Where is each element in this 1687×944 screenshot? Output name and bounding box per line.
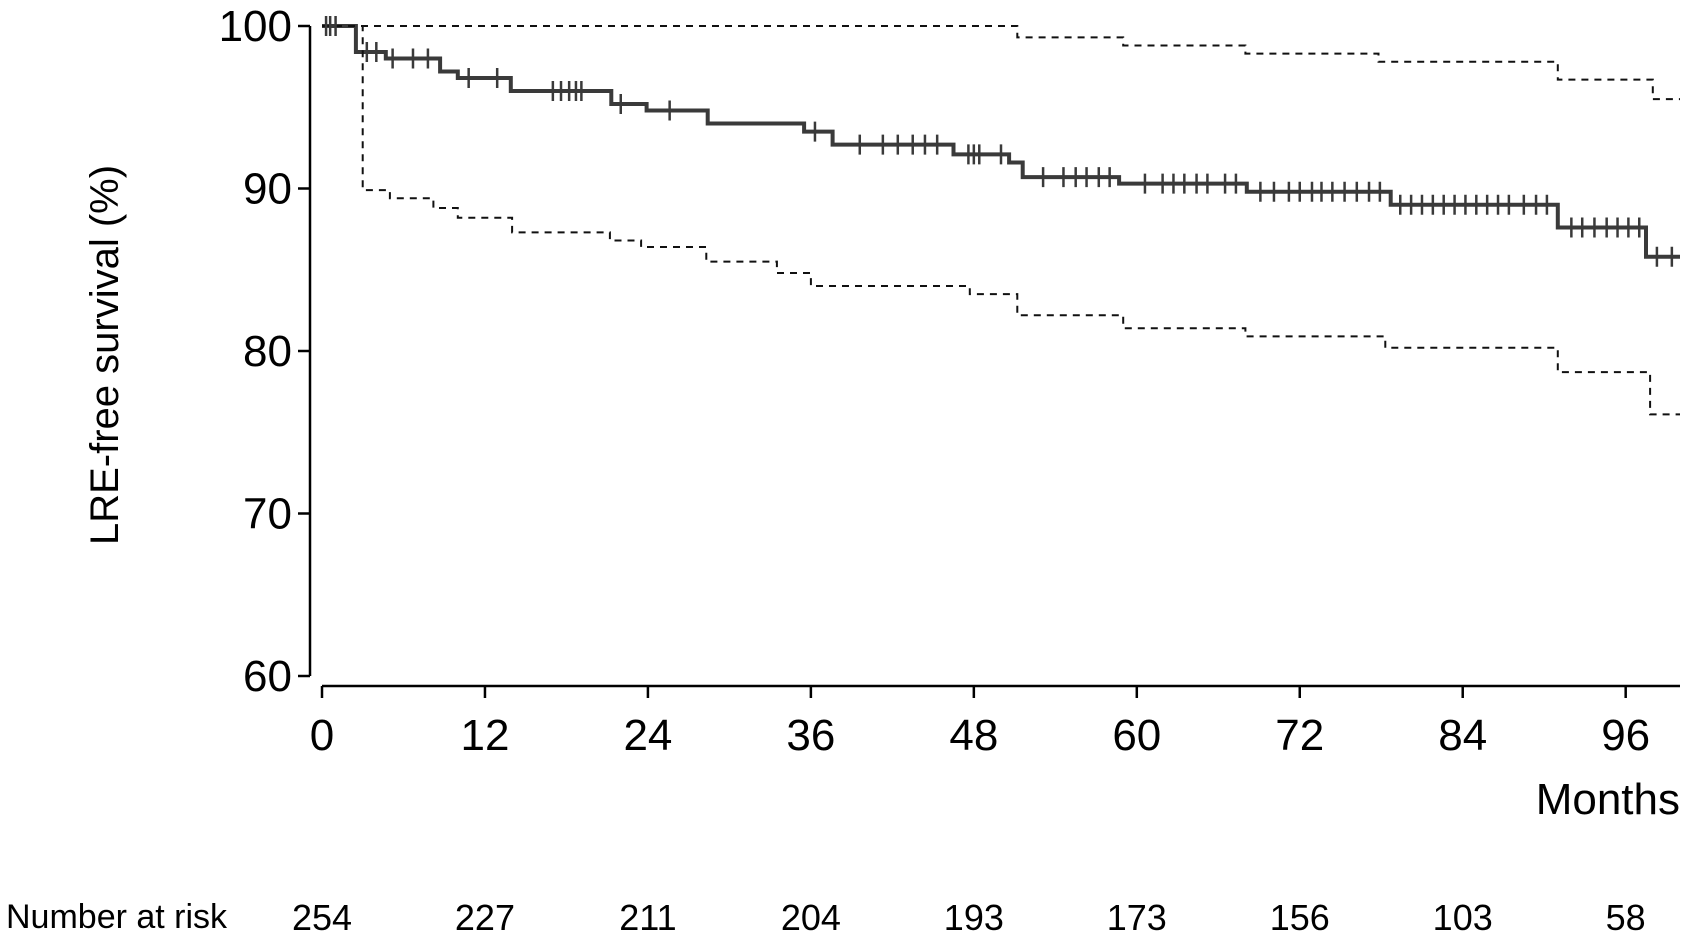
x-tick-label: 0 <box>310 711 334 760</box>
y-tick-label: 90 <box>243 165 292 214</box>
survival-estimate-line <box>322 24 1680 259</box>
survival-series <box>322 24 1680 416</box>
risk-table-label: Number at risk <box>6 898 228 936</box>
x-tick-label: 24 <box>623 711 672 760</box>
confidence-limit-line <box>322 25 1680 416</box>
risk-count: 204 <box>781 897 841 938</box>
y-axis: 60 70 80 90 100 <box>219 2 312 701</box>
y-tick-label: 70 <box>243 490 292 539</box>
risk-count: 58 <box>1606 897 1646 938</box>
x-tick-label: 96 <box>1601 711 1650 760</box>
risk-count: 156 <box>1270 897 1330 938</box>
y-tick-label: 100 <box>219 2 292 51</box>
risk-count: 193 <box>944 897 1004 938</box>
confidence-limit-line <box>322 25 1680 101</box>
risk-count: 103 <box>1433 897 1493 938</box>
risk-count: 173 <box>1107 897 1167 938</box>
risk-count: 211 <box>619 897 676 938</box>
risk-table: 254 227 211 204 193 173 156 103 58 <box>292 897 1646 938</box>
x-axis: 0 12 24 36 48 60 72 84 96 <box>310 684 1680 760</box>
x-tick-label: 72 <box>1275 711 1324 760</box>
y-tick-label: 60 <box>243 652 292 701</box>
x-tick-label: 60 <box>1112 711 1161 760</box>
risk-count: 254 <box>292 897 352 938</box>
x-axis-title: Months <box>1536 775 1680 824</box>
censor-marks <box>324 16 1674 267</box>
x-tick-label: 84 <box>1438 711 1487 760</box>
y-axis-title: LRE-free survival (%) <box>83 165 127 545</box>
x-tick-label: 48 <box>949 711 998 760</box>
x-tick-label: 36 <box>786 711 835 760</box>
x-tick-label: 12 <box>460 711 509 760</box>
risk-count: 227 <box>455 897 515 938</box>
y-tick-label: 80 <box>243 327 292 376</box>
